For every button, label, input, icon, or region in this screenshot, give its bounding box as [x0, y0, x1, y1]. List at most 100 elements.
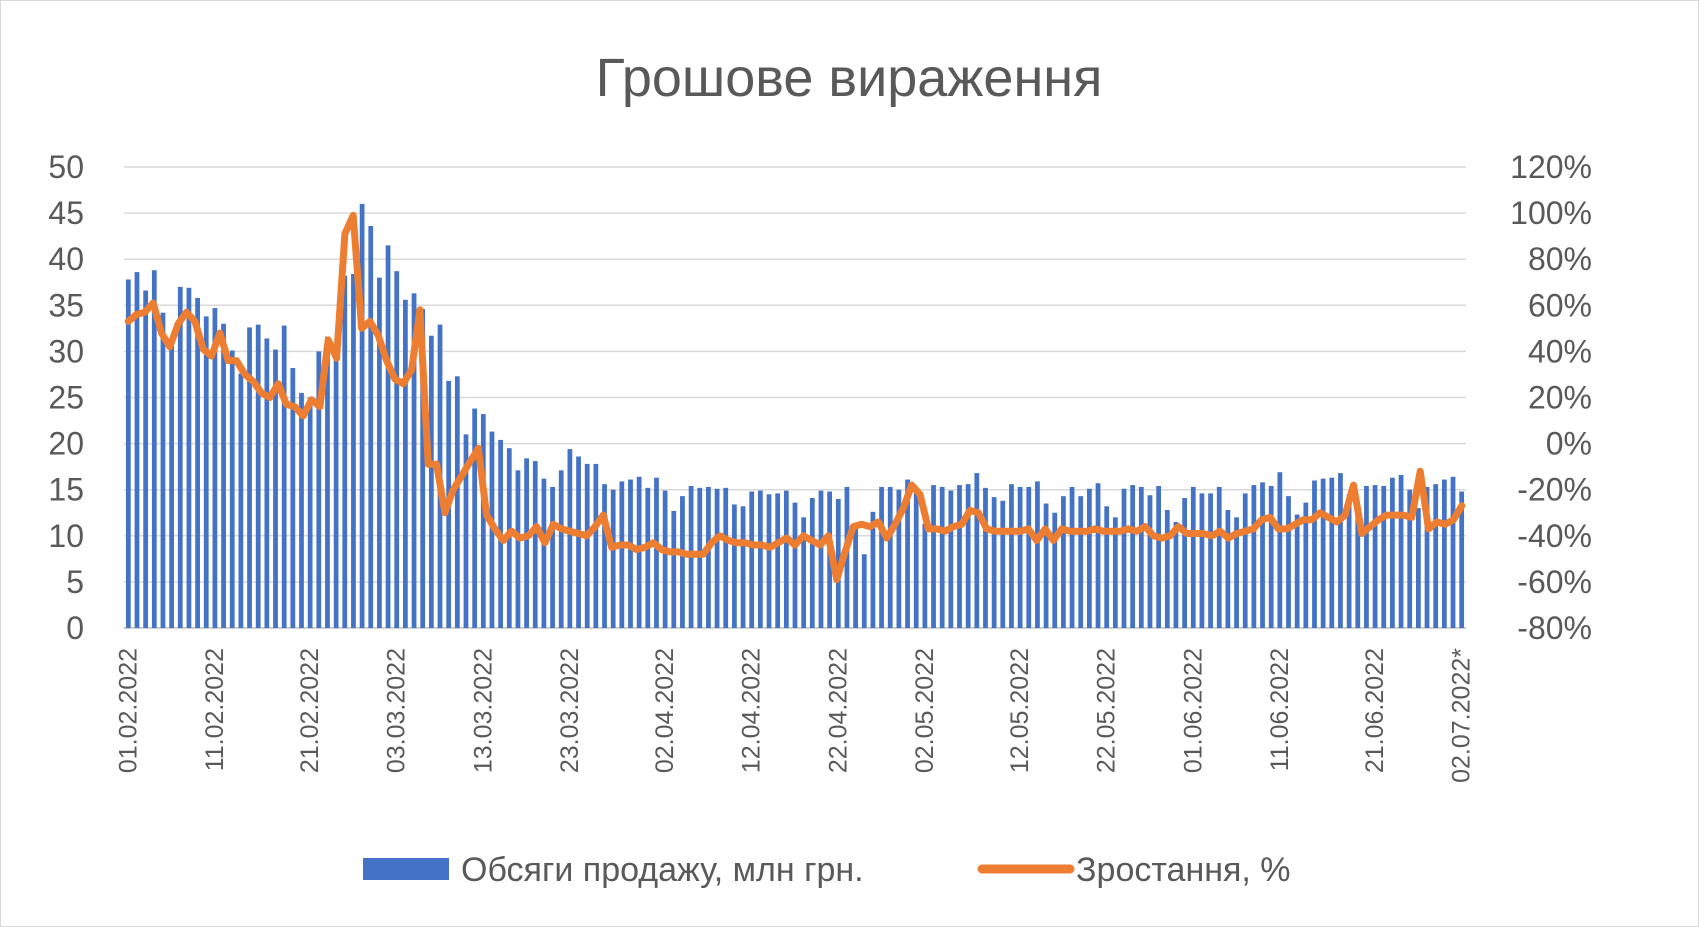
bar — [723, 487, 729, 628]
bar — [368, 226, 374, 628]
bar — [1329, 477, 1335, 628]
x-tick-label: 02.04.2022 — [651, 648, 679, 773]
bar — [818, 490, 824, 628]
bar — [965, 484, 971, 628]
bar — [654, 477, 659, 628]
bar — [1095, 483, 1101, 628]
bar — [255, 324, 261, 628]
bar — [1338, 473, 1343, 628]
right-tick-label: -60% — [1517, 564, 1592, 600]
bar — [1251, 485, 1257, 628]
bar — [680, 496, 685, 628]
x-tick-label: 23.03.2022 — [556, 648, 584, 773]
bar — [974, 473, 980, 628]
bar — [169, 344, 175, 628]
x-tick-label: 12.04.2022 — [738, 648, 766, 773]
x-tick-label: 01.06.2022 — [1179, 648, 1207, 773]
bar — [1112, 517, 1118, 628]
bar — [281, 325, 287, 628]
bar — [1078, 496, 1084, 628]
left-tick-label: 10 — [48, 518, 84, 554]
bar — [385, 245, 391, 628]
bar — [1286, 496, 1291, 628]
x-axis-ticks: 01.02.2022 11.02.2022 21.02.2022 03.03.2022… — [114, 648, 1475, 783]
bar — [732, 504, 737, 628]
bar — [1433, 484, 1439, 628]
left-axis-ticks: 0 5 10 15 20 25 30 35 40 45 50 — [48, 149, 84, 646]
right-tick-label: 100% — [1510, 195, 1592, 231]
bar — [264, 338, 270, 628]
bar — [1182, 497, 1187, 628]
bar — [645, 487, 651, 628]
right-tick-label: -40% — [1517, 518, 1592, 554]
bar — [671, 510, 677, 628]
bar — [1069, 486, 1075, 628]
bar — [913, 492, 919, 628]
bar — [1164, 509, 1170, 628]
bar — [1407, 489, 1413, 628]
left-tick-label: 20 — [48, 426, 84, 462]
right-tick-label: -80% — [1517, 610, 1592, 646]
bar — [1173, 521, 1179, 628]
bar — [1121, 488, 1127, 628]
bar — [783, 490, 789, 628]
bar — [896, 489, 902, 628]
bar — [203, 316, 209, 628]
bar — [151, 270, 157, 628]
x-tick-label: 03.03.2022 — [383, 648, 411, 773]
bar — [1424, 486, 1430, 628]
bar — [1372, 485, 1378, 628]
bar — [472, 408, 478, 628]
growth-line — [124, 211, 1466, 584]
legend: Обсяги продажу, млн грн. Зростання, % — [363, 851, 1291, 889]
bar — [809, 497, 815, 628]
bar — [1035, 481, 1040, 628]
bar — [1017, 486, 1023, 628]
bar — [524, 458, 529, 628]
right-tick-label: -20% — [1517, 472, 1592, 508]
bar — [160, 312, 166, 628]
left-tick-label: 50 — [48, 149, 84, 185]
bar — [238, 373, 244, 628]
bar — [602, 484, 607, 628]
bar — [1294, 514, 1300, 628]
bar — [1312, 480, 1317, 628]
bar — [887, 486, 893, 628]
x-tick-label: 13.03.2022 — [469, 648, 497, 773]
bar — [948, 490, 954, 628]
bar — [870, 511, 876, 628]
bar — [861, 554, 867, 628]
left-tick-label: 40 — [48, 241, 84, 277]
bar — [584, 463, 590, 628]
bar — [558, 470, 564, 628]
bar — [290, 367, 296, 628]
bar — [1086, 488, 1092, 628]
bar — [177, 286, 183, 628]
bar — [377, 277, 382, 628]
bar — [801, 517, 807, 628]
gridlines — [124, 166, 1466, 629]
bar — [1199, 493, 1205, 628]
bar — [316, 351, 322, 628]
left-tick-label: 0 — [66, 610, 84, 646]
bar — [853, 526, 858, 628]
left-tick-label: 15 — [48, 472, 84, 508]
right-tick-label: 80% — [1528, 241, 1592, 277]
bar — [359, 203, 365, 628]
bar — [532, 461, 538, 628]
bar — [1130, 485, 1136, 628]
bar — [610, 489, 616, 628]
bar — [394, 271, 400, 628]
bar — [1216, 486, 1222, 628]
bar — [143, 290, 149, 628]
bar — [706, 486, 711, 628]
right-tick-label: 60% — [1528, 287, 1592, 323]
bar — [1190, 486, 1196, 628]
bar — [1026, 486, 1032, 628]
x-tick-label: 11.02.2022 — [201, 648, 229, 771]
bar — [221, 323, 226, 628]
bar — [983, 487, 988, 628]
bar — [134, 272, 140, 628]
legend-bar-swatch — [363, 858, 449, 880]
